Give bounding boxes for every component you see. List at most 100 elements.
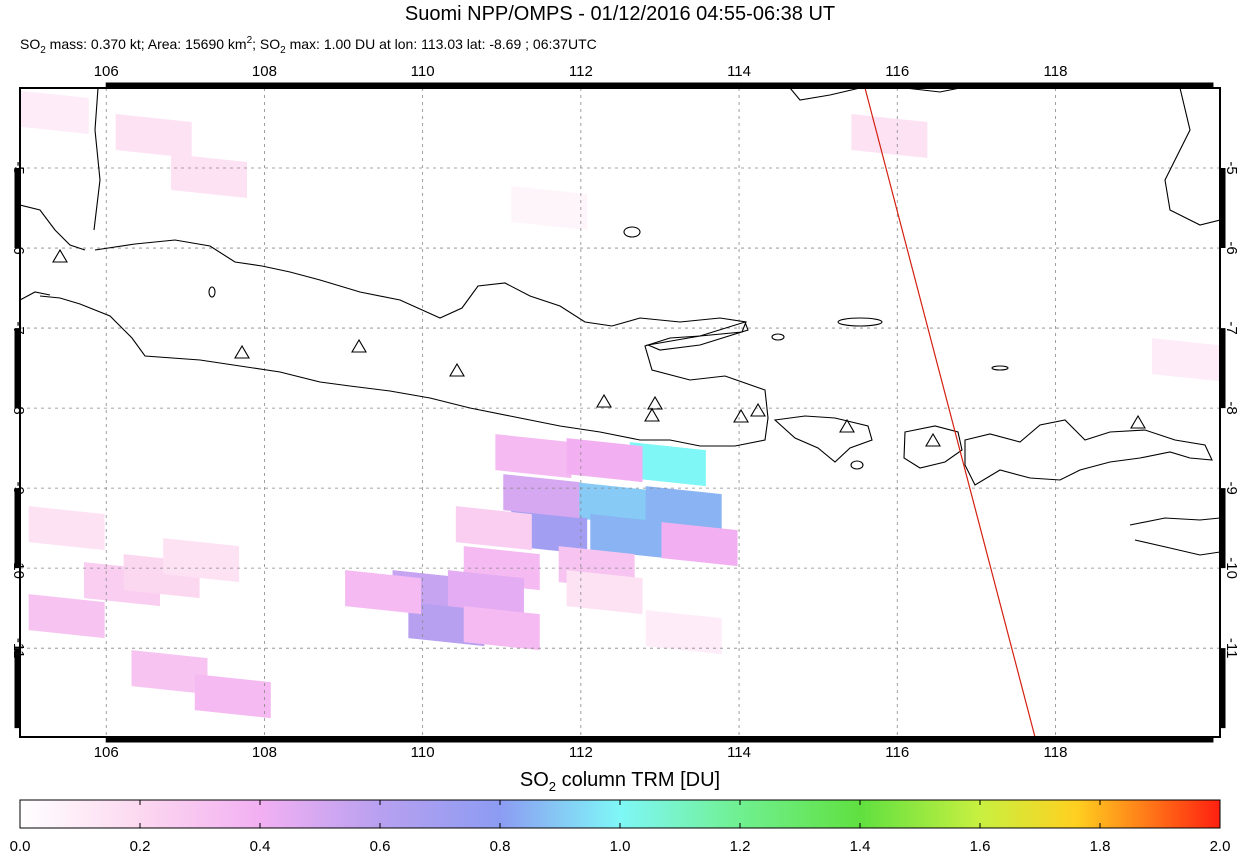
- y-tick-label-right: -10: [1223, 557, 1239, 579]
- x-tick-label-bottom: 108: [252, 744, 277, 761]
- y-tick-label-left: -10: [10, 557, 27, 579]
- y-tick-label-left: -5: [10, 161, 27, 174]
- label-part: column TRM [DU]: [556, 769, 720, 791]
- plot-background: [20, 88, 1220, 737]
- sumba-coast: [1129, 517, 1220, 556]
- x-tick-label-bottom: 112: [569, 744, 593, 761]
- y-tick-label-left: -6: [10, 241, 27, 254]
- coastlines: [20, 88, 1220, 556]
- x-tick-label-bottom: 106: [94, 744, 119, 761]
- subtitle-part: mass: 0.370 kt; Area: 15690 km: [46, 36, 247, 52]
- colorbar-label: SO2 column TRM [DU]: [520, 769, 720, 794]
- superscript: 2: [247, 35, 253, 46]
- colorbar-ticks: 0.0 0.2 0.4 0.6 0.8 1.0 1.2 1.4 1.6 1.8 2.0: [10, 800, 1231, 855]
- axes: 106 106 108 108 110 110 112 112 114 114 116 116 118 1…: [10, 63, 1239, 761]
- y-tick-label-left: -11: [10, 638, 27, 659]
- so2-pixel: [20, 90, 89, 135]
- title: Suomi NPP/OMPS - 01/12/2016 04:55-06:38 …: [405, 3, 835, 25]
- so2-pixel: [163, 538, 240, 583]
- so2-pixel: [1151, 338, 1220, 382]
- madura-coast: [646, 321, 749, 351]
- y-tick-label-right: -7: [1223, 321, 1239, 334]
- colorbar-tick-label: 1.4: [850, 838, 871, 855]
- x-tick-label-top: 116: [885, 63, 909, 80]
- so2-pixel: [194, 674, 271, 719]
- colorbar-tick-label: 0.0: [10, 838, 31, 855]
- colorbar-tick-label: 1.2: [730, 838, 751, 855]
- x-tick-label-bottom: 110: [411, 744, 435, 761]
- so2-pixel: [511, 186, 588, 231]
- so2-pixel: [645, 486, 722, 531]
- java-coast: [39, 239, 769, 447]
- colorbar-tick-label: 0.2: [130, 838, 151, 855]
- subscript: 2: [280, 45, 286, 56]
- so2-pixels: [20, 90, 1220, 719]
- subtitle-part: SO: [20, 36, 40, 52]
- so2-pixel: [566, 438, 643, 483]
- x-tick-label-top: 110: [411, 63, 435, 80]
- x-tick-label-bottom: 118: [1044, 744, 1068, 761]
- x-tick-label-bottom: 114: [727, 744, 751, 761]
- so2-pixel: [503, 474, 580, 519]
- bali-coast: [773, 415, 873, 463]
- so2-pixel: [645, 610, 722, 655]
- island: [850, 460, 864, 470]
- so2-pixel: [566, 570, 643, 615]
- island: [208, 286, 216, 298]
- y-tick-label-right: -11: [1223, 638, 1239, 659]
- sumatra-coast: [20, 204, 86, 301]
- so2-pixel: [590, 514, 667, 559]
- colorbar-tick-label: 0.8: [490, 838, 511, 855]
- plot-frame: [19, 87, 1221, 738]
- so2-pixel: [171, 154, 248, 199]
- island: [623, 226, 641, 238]
- colorbar-tick-label: 0.4: [250, 838, 271, 855]
- so2-pixel: [447, 570, 524, 615]
- label-part: SO: [520, 769, 549, 791]
- y-tick-label-right: -6: [1223, 241, 1239, 254]
- island: [837, 317, 883, 327]
- x-tick-label-top: 112: [569, 63, 593, 80]
- y-tick-label-right: -9: [1223, 481, 1239, 494]
- so2-pixel: [661, 522, 738, 567]
- colorbar-tick-label: 0.6: [370, 838, 391, 855]
- so2-pixel: [28, 506, 105, 551]
- volcanoes: [52, 248, 1146, 447]
- x-tick-label-top: 108: [252, 63, 277, 80]
- colorbar-tick-label: 1.0: [610, 838, 631, 855]
- island: [771, 333, 785, 341]
- subtitle-part: ; SO: [252, 36, 280, 52]
- so2-pixel: [851, 114, 928, 159]
- borneo-coast: [93, 88, 1220, 231]
- volcano: [52, 248, 1146, 447]
- x-tick-label-bottom: 116: [885, 744, 909, 761]
- y-tick-label-right: -5: [1223, 161, 1239, 174]
- colorbar-tick-label: 2.0: [1210, 838, 1231, 855]
- so2-pixel: [345, 570, 422, 615]
- x-tick-label-top: 106: [94, 63, 119, 80]
- x-tick-label-top: 118: [1044, 63, 1068, 80]
- subscript: 2: [549, 779, 556, 794]
- so2-pixel: [629, 442, 706, 487]
- orbit-track: [864, 87, 1036, 738]
- y-tick-label-left: -8: [10, 401, 27, 414]
- colorbar-tick-label: 1.6: [970, 838, 991, 855]
- so2-pixel: [455, 506, 532, 551]
- island: [991, 365, 1009, 371]
- sumbawa-coast: [964, 419, 1213, 486]
- so2-pixel: [495, 434, 572, 479]
- so2-pixel: [115, 114, 192, 159]
- subscript: 2: [40, 45, 46, 56]
- x-tick-label-top: 114: [727, 63, 751, 80]
- so2-pixel: [131, 650, 208, 695]
- subtitle: SO2 mass: 0.370 kt; Area: 15690 km2; SO2…: [20, 35, 597, 56]
- y-tick-label-right: -8: [1223, 401, 1239, 414]
- y-tick-label-left: -9: [10, 481, 27, 494]
- so2-pixel: [463, 606, 540, 651]
- so2-pixel: [28, 594, 105, 639]
- subtitle-part: max: 1.00 DU at lon: 113.03 lat: -8.69 ;…: [286, 36, 597, 52]
- colorbar-tick-label: 1.8: [1090, 838, 1111, 855]
- lombok-coast: [903, 425, 963, 469]
- y-tick-label-left: -7: [10, 321, 27, 334]
